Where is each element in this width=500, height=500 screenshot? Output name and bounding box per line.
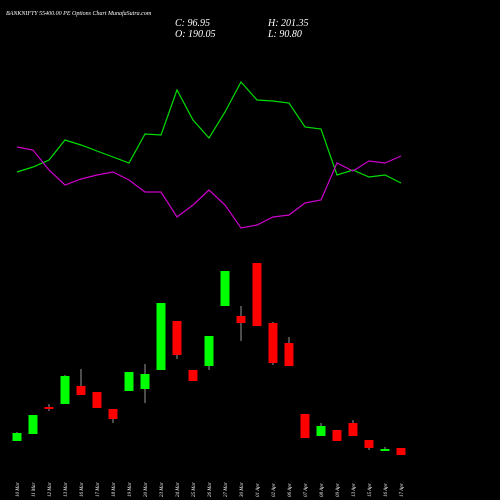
candle-body (28, 415, 38, 434)
candle-body (108, 409, 118, 419)
candle-body (140, 374, 150, 389)
candle-body (380, 449, 390, 451)
x-tick-label: 12 Mar (48, 482, 53, 497)
x-tick-label: 13 Mar (64, 482, 69, 497)
x-tick-label: 26 Mar (208, 482, 213, 497)
x-tick-label: 01 Apr (256, 483, 261, 497)
candle-body (316, 426, 326, 436)
x-tick-label: 17 Apr (400, 483, 405, 497)
info: L: 90.80 (267, 29, 302, 40)
info: O: 190.05 (175, 29, 216, 40)
candle-body (204, 336, 214, 366)
x-tick-label: 25 Mar (192, 482, 197, 497)
line-series (16, 146, 402, 229)
x-tick-label: 23 Mar (160, 482, 165, 497)
x-tick-label: 15 Apr (368, 483, 373, 497)
candle-body (332, 430, 342, 441)
info: H: 201.35 (267, 18, 309, 29)
x-tick-label: 24 Mar (176, 482, 181, 497)
x-tick-label: 18 Mar (112, 482, 117, 497)
x-tick-label: 11 Mar (32, 482, 37, 497)
candle-body (44, 407, 54, 409)
x-tick-label: 06 Apr (288, 483, 293, 497)
info: C: 96.95 (175, 18, 210, 29)
x-tick-label: 09 Apr (336, 483, 341, 497)
x-tick-label: 30 Mar (240, 482, 245, 497)
x-tick-label: 07 Apr (304, 483, 309, 497)
line-series (16, 80, 402, 184)
x-tick-label: 16 Mar (80, 482, 85, 497)
x-tick-label: 17 Mar (96, 482, 101, 497)
candle-body (236, 316, 246, 323)
candle-body (252, 263, 262, 326)
x-tick-label: 08 Apr (320, 483, 325, 497)
candle-body (268, 323, 278, 363)
candle-body (188, 370, 198, 381)
x-tick-label: 19 Mar (128, 482, 133, 497)
candle-body (220, 271, 230, 306)
candle-body (172, 321, 182, 355)
candle-body (76, 386, 86, 395)
candle-body (92, 392, 102, 408)
candle-body (284, 343, 294, 366)
x-tick-label: 27 Mar (224, 482, 229, 497)
candle-body (396, 448, 406, 455)
x-tick-label: 20 Mar (144, 482, 149, 497)
candle-body (124, 372, 134, 391)
candle-body (12, 433, 22, 441)
candle-body (300, 414, 310, 438)
chart-title: BANKNIFTY 55400.00 PE Options Chart Muna… (6, 10, 152, 17)
candle-body (348, 423, 358, 436)
x-tick-label: 10 Mar (16, 482, 21, 497)
candle-body (364, 440, 374, 448)
x-tick-label: 02 Apr (272, 483, 277, 497)
x-tick-label: 16 Apr (384, 483, 389, 497)
x-tick-label: 13 Apr (352, 483, 357, 497)
candle-body (156, 303, 166, 370)
candle-body (60, 376, 70, 404)
